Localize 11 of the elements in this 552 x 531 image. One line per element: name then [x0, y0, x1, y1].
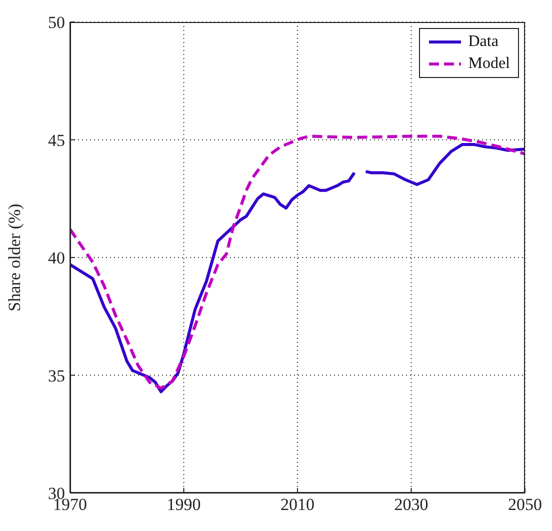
legend-label: Data [468, 32, 498, 52]
x-tick-label: 2030 [394, 495, 428, 514]
x-tick-label: 1990 [166, 495, 201, 514]
y-tick-label: 40 [48, 248, 65, 268]
legend-label: Model [468, 54, 510, 74]
y-axis-title: Share older (%) [5, 204, 24, 312]
y-tick-label: 35 [48, 366, 65, 386]
x-tick-label: 2050 [508, 495, 542, 514]
y-tick-label: 45 [48, 130, 65, 150]
x-tick-label: 2010 [280, 495, 314, 514]
y-tick-label: 50 [48, 13, 65, 32]
